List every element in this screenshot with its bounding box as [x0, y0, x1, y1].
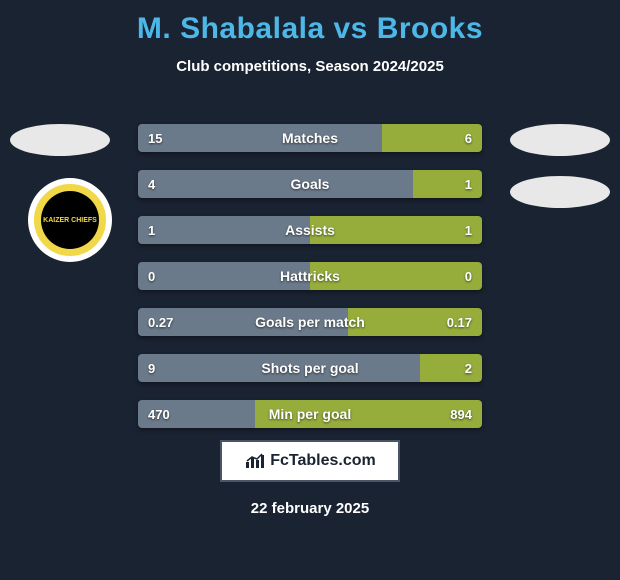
stat-label: Shots per goal — [138, 354, 482, 382]
subtitle: Club competitions, Season 2024/2025 — [0, 58, 620, 75]
player-left-club-badge: KAIZER CHIEFS — [28, 178, 112, 262]
stats-bars: 156Matches 41Goals 11Assists 00Hattricks 0.2… — [138, 124, 482, 446]
stat-row: 156Matches — [138, 124, 482, 152]
stat-row: 11Assists — [138, 216, 482, 244]
fctables-logo: FcTables.com — [220, 440, 400, 482]
date-label: 22 february 2025 — [0, 500, 620, 517]
stat-row: 92Shots per goal — [138, 354, 482, 382]
stat-label: Matches — [138, 124, 482, 152]
stat-label: Min per goal — [138, 400, 482, 428]
logo-text: FcTables.com — [270, 452, 376, 470]
page-title: M. Shabalala vs Brooks — [0, 0, 620, 46]
stat-row: 41Goals — [138, 170, 482, 198]
player-left-avatar-placeholder — [10, 124, 110, 156]
player-right-club-placeholder — [510, 176, 610, 208]
club-badge-label: KAIZER CHIEFS — [41, 191, 99, 249]
stat-label: Goals per match — [138, 308, 482, 336]
stat-row: 470894Min per goal — [138, 400, 482, 428]
stat-row: 0.270.17Goals per match — [138, 308, 482, 336]
stat-label: Goals — [138, 170, 482, 198]
player-right-avatar-placeholder — [510, 124, 610, 156]
stat-row: 00Hattricks — [138, 262, 482, 290]
stat-label: Assists — [138, 216, 482, 244]
stat-label: Hattricks — [138, 262, 482, 290]
chart-icon — [244, 452, 266, 470]
